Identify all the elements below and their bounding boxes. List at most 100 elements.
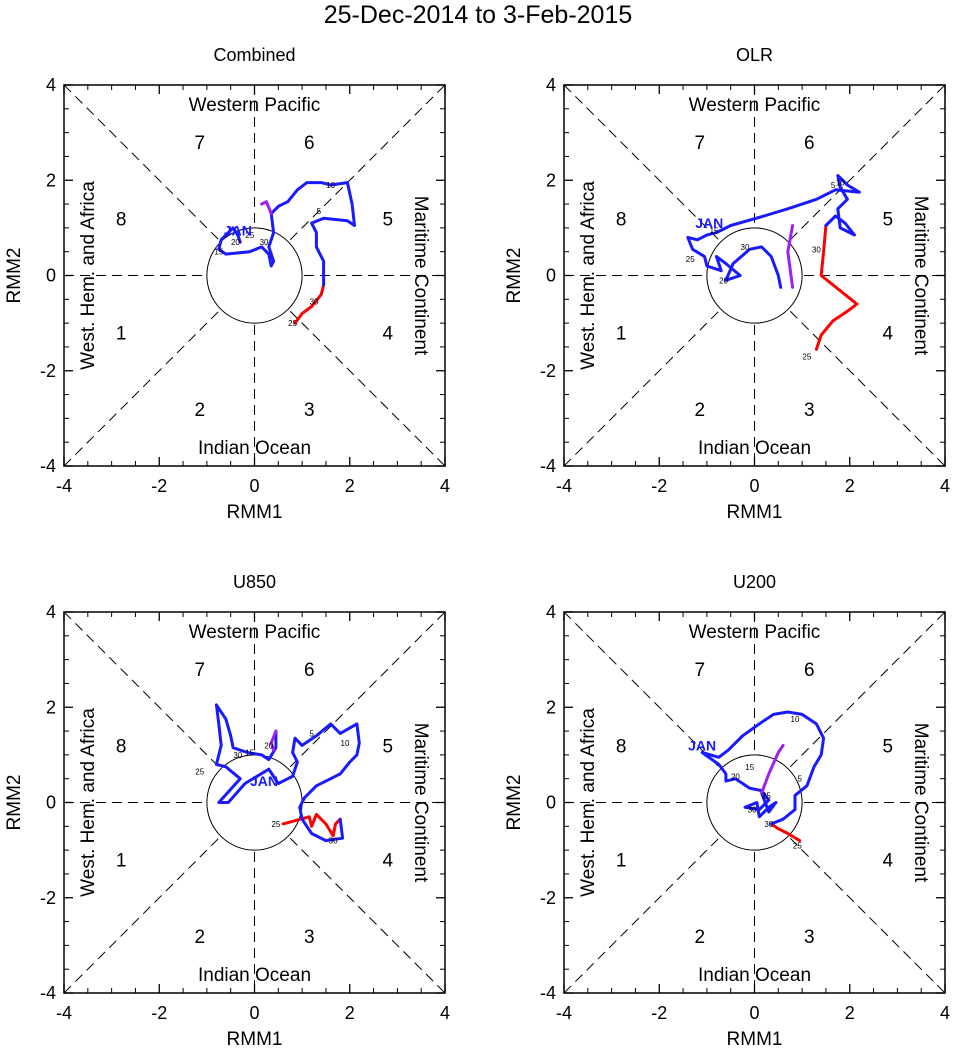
- phase-number-6: 6: [304, 660, 315, 681]
- phase-number-3: 3: [304, 400, 315, 421]
- phase-number-5: 5: [383, 209, 394, 230]
- month-label-jan: JAN: [688, 737, 716, 753]
- y-tick-label: 2: [546, 170, 556, 190]
- trajectory-feb: [269, 729, 278, 752]
- phase-number-5: 5: [883, 209, 894, 230]
- trajectory-jan: [214, 703, 361, 843]
- unit-circle: [706, 227, 803, 324]
- phase-number-8: 8: [616, 736, 627, 757]
- phase-number-8: 8: [616, 209, 627, 230]
- diagonal-line: [63, 84, 446, 467]
- y-tick-label: 0: [546, 266, 556, 286]
- diagonal-line: [563, 84, 946, 467]
- x-axis-label: RMM1: [227, 1029, 283, 1050]
- trajectory-feb: [786, 224, 795, 289]
- region-label-right: Maritime Continent: [410, 196, 431, 356]
- phase-panel-u200: U200 -4-4 -2 -2 0 0 2 2 4 4 RMM1 RMM2 Western Pacifi…: [504, 572, 950, 1050]
- region-label-top: Western Pacific: [689, 95, 821, 116]
- y-tick-label: -4: [540, 983, 556, 1003]
- phase-number-1: 1: [616, 324, 627, 345]
- y-tick-label: 4: [46, 602, 56, 622]
- day-label: 15: [245, 748, 254, 757]
- x-axis-label: RMM1: [727, 1029, 783, 1050]
- panel-title: OLR: [736, 45, 773, 65]
- trajectory-jan: [700, 710, 826, 826]
- day-label: 30: [233, 751, 242, 760]
- region-label-left: West. Hem. and Africa: [78, 181, 99, 370]
- day-label: 30: [764, 820, 773, 829]
- x-tick-label: -2: [151, 1003, 167, 1023]
- day-label: 5: [798, 775, 803, 784]
- day-label: 25: [793, 841, 802, 850]
- phase-number-7: 7: [194, 660, 205, 681]
- phase-number-5: 5: [383, 736, 394, 757]
- x-tick-label: 2: [845, 1003, 855, 1023]
- region-label-bottom: Indian Ocean: [198, 438, 311, 459]
- y-tick-label: -2: [540, 361, 556, 381]
- day-label: 10: [836, 179, 845, 188]
- phase-number-7: 7: [194, 133, 205, 154]
- y-tick-label: 4: [46, 75, 56, 95]
- unit-circle: [206, 227, 303, 324]
- trajectory-dec: [293, 283, 326, 325]
- y-tick-label: 4: [546, 602, 556, 622]
- day-label: 5: [831, 181, 836, 190]
- phase-number-7: 7: [694, 660, 705, 681]
- x-tick-label: -4: [556, 476, 572, 496]
- region-label-left: West. Hem. and Africa: [78, 708, 99, 897]
- x-tick-label: 4: [440, 476, 450, 496]
- phase-number-3: 3: [804, 400, 815, 421]
- x-tick-label: 4: [940, 476, 950, 496]
- diagonal-line: [563, 611, 946, 994]
- region-label-right: Maritime Continent: [410, 723, 431, 883]
- x-tick-label: 4: [440, 1003, 450, 1023]
- day-label: 15: [745, 763, 754, 772]
- y-axis-label: RMM2: [504, 775, 525, 831]
- y-axis-label: RMM2: [504, 248, 525, 304]
- panel-title: U850: [233, 572, 276, 592]
- month-label-jan: JAN: [224, 222, 252, 238]
- x-tick-label: 0: [749, 1003, 759, 1023]
- day-label: 20: [264, 741, 273, 750]
- phase-number-6: 6: [804, 660, 815, 681]
- x-tick-label: 0: [249, 476, 259, 496]
- y-tick-label: -4: [40, 456, 56, 476]
- diagonal-line: [563, 84, 946, 467]
- diagonal-line: [63, 84, 446, 467]
- day-label: 5: [317, 207, 322, 216]
- day-label: 20: [231, 238, 240, 247]
- y-tick-label: -2: [40, 888, 56, 908]
- phase-number-7: 7: [694, 133, 705, 154]
- phase-number-5: 5: [883, 736, 894, 757]
- day-label: 10: [326, 181, 335, 190]
- day-label: 15: [710, 226, 719, 235]
- y-tick-label: 2: [546, 697, 556, 717]
- x-tick-label: 4: [940, 1003, 950, 1023]
- region-label-right: Maritime Continent: [910, 196, 931, 356]
- y-axis-label: RMM2: [4, 248, 25, 304]
- y-tick-label: -4: [40, 983, 56, 1003]
- trajectory-dec: [281, 812, 342, 838]
- region-label-bottom: Indian Ocean: [198, 965, 311, 986]
- trajectory-jan: [686, 174, 861, 289]
- day-label: 25: [245, 231, 254, 240]
- trajectory-feb: [260, 200, 273, 216]
- x-tick-label: 2: [845, 476, 855, 496]
- phase-number-6: 6: [804, 133, 815, 154]
- trajectory-dec: [769, 822, 802, 843]
- region-label-left: West. Hem. and Africa: [578, 181, 599, 370]
- y-tick-label: 4: [546, 75, 556, 95]
- phase-number-1: 1: [116, 851, 127, 872]
- day-label: 25: [195, 768, 204, 777]
- diagonal-line: [63, 611, 446, 994]
- phase-number-4: 4: [383, 851, 394, 872]
- day-label: 30: [329, 837, 338, 846]
- phase-panel-u850: U850 -4-4 -2 -2 0 0 2 2 4 4 RMM1 RMM2 Western Pacifi…: [4, 572, 450, 1050]
- month-label-jan: JAN: [250, 773, 278, 789]
- day-label: 25: [288, 319, 297, 328]
- day-label: 25: [271, 820, 280, 829]
- phase-number-2: 2: [694, 400, 705, 421]
- y-tick-label: -2: [540, 888, 556, 908]
- trajectory-jan: [217, 181, 356, 287]
